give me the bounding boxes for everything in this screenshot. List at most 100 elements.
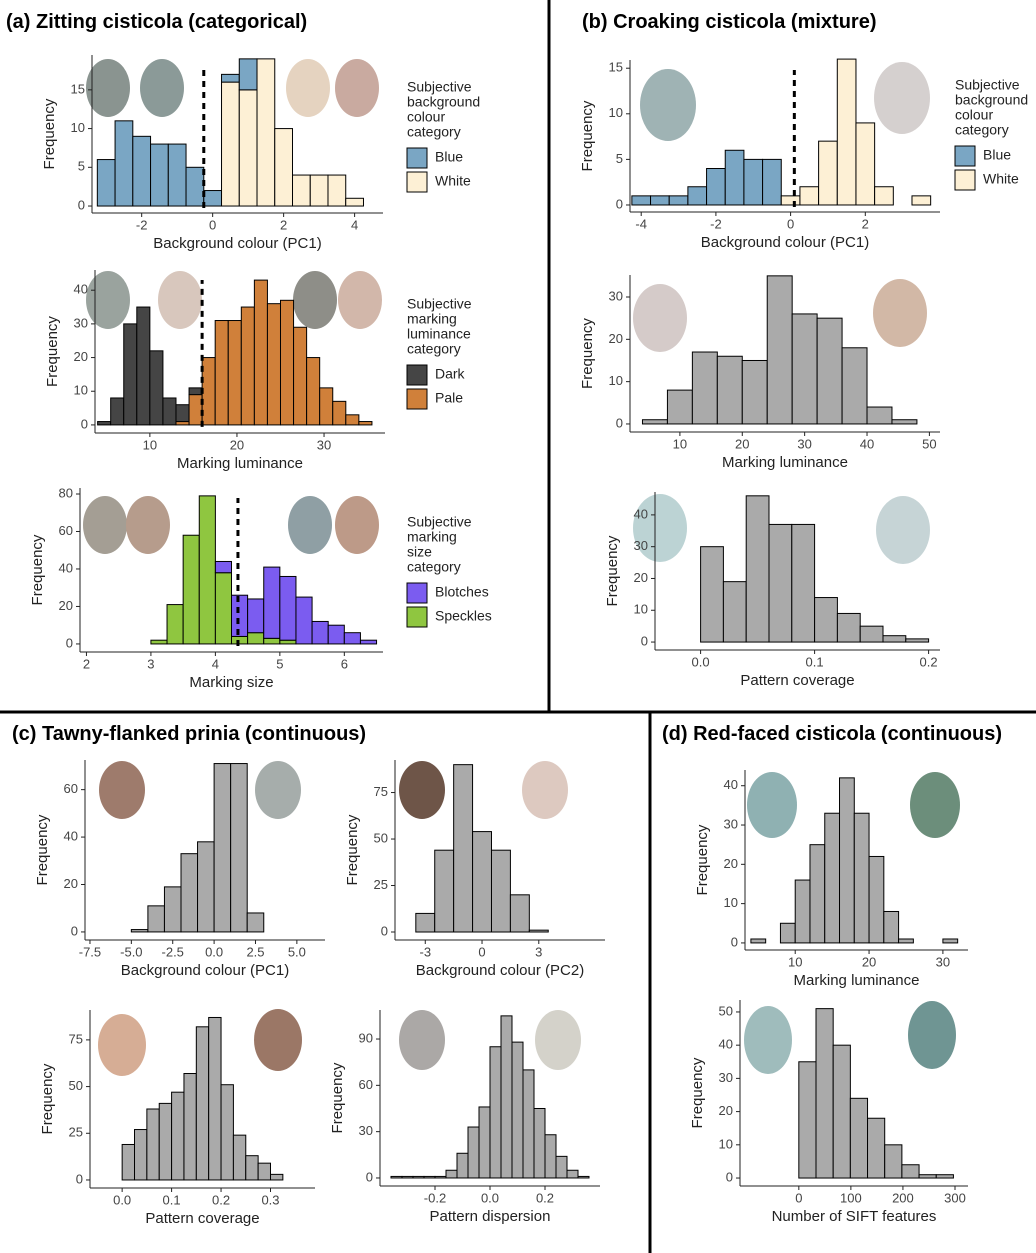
x-tick-label: 20 — [862, 954, 876, 969]
egg-photo — [399, 761, 445, 819]
y-tick-label: 20 — [609, 331, 623, 346]
bar — [529, 930, 548, 932]
bar — [902, 1165, 919, 1178]
bar — [837, 59, 856, 205]
legend-label: Speckles — [435, 608, 492, 624]
bar — [457, 1153, 468, 1178]
bar — [257, 59, 275, 206]
bar — [867, 407, 892, 424]
x-tick-label: 300 — [944, 1190, 966, 1205]
egg-photo — [744, 1006, 792, 1074]
bar — [833, 1045, 850, 1178]
bar — [215, 321, 228, 425]
y-tick-label: 10 — [74, 383, 88, 398]
legend-title: category — [407, 559, 461, 575]
figure: (a) Zitting cisticola (categorical) (b) … — [0, 0, 1036, 1253]
x-tick-label: -3 — [419, 944, 431, 959]
y-tick-label: 20 — [724, 856, 738, 871]
y-axis-label: Frequency — [579, 100, 596, 171]
y-axis-label: Frequency — [39, 1063, 56, 1134]
x-tick-label: 0.2 — [536, 1190, 554, 1205]
bar — [842, 348, 867, 424]
egg-photo — [126, 496, 170, 554]
y-tick-label: 5 — [616, 151, 623, 166]
y-tick-label: 0 — [366, 1169, 373, 1184]
y-tick-label: 0 — [641, 633, 648, 648]
bar — [717, 356, 742, 424]
bar — [884, 911, 899, 942]
x-tick-label: 2 — [83, 656, 90, 671]
x-tick-label: 30 — [936, 954, 950, 969]
egg-photo — [910, 772, 960, 838]
bar — [479, 1107, 490, 1178]
y-tick-label: 10 — [634, 602, 648, 617]
legend-title: background — [407, 94, 480, 110]
y-tick-label: 20 — [74, 349, 88, 364]
x-tick-label: -2 — [136, 217, 148, 232]
bar — [763, 159, 782, 205]
bar — [468, 1127, 479, 1178]
egg-photo — [86, 59, 130, 117]
bar — [310, 175, 328, 206]
bar — [264, 567, 280, 638]
egg-photo — [286, 59, 330, 117]
x-tick-label: 0.0 — [481, 1190, 499, 1205]
bar — [875, 187, 894, 205]
x-tick-label: 5.0 — [288, 944, 306, 959]
bar — [232, 595, 248, 636]
x-axis-label: Number of SIFT features — [772, 1208, 937, 1225]
x-tick-label: 0.3 — [261, 1192, 279, 1207]
legend-label: Pale — [435, 390, 463, 406]
y-tick-label: 10 — [71, 120, 85, 135]
y-axis-label: Frequency — [579, 318, 596, 389]
x-tick-label: 5 — [276, 656, 283, 671]
egg-photo — [874, 62, 930, 134]
legend-title: Subjective — [407, 514, 472, 530]
y-tick-label: 40 — [59, 560, 73, 575]
bar — [137, 307, 150, 425]
bar — [799, 1062, 816, 1178]
y-tick-label: 0 — [616, 415, 623, 430]
bar — [751, 939, 766, 943]
x-tick-label: 6 — [341, 656, 348, 671]
x-tick-label: 2.5 — [246, 944, 264, 959]
bar — [328, 175, 346, 206]
bar — [435, 1176, 446, 1178]
y-tick-label: 25 — [374, 877, 388, 892]
bar — [725, 150, 744, 205]
egg-photo — [98, 1014, 146, 1076]
bar — [919, 1175, 936, 1178]
bar — [124, 324, 137, 425]
y-tick-label: 0 — [78, 197, 85, 212]
bar — [186, 167, 204, 206]
bar — [642, 420, 667, 424]
bar — [115, 121, 133, 206]
x-tick-label: 30 — [797, 436, 811, 451]
x-tick-label: 30 — [317, 437, 331, 452]
panel-title: (a) Zitting cisticola (categorical) — [6, 11, 307, 33]
x-axis-label: Marking luminance — [177, 455, 303, 472]
y-tick-label: 0 — [726, 1169, 733, 1184]
y-tick-label: 90 — [359, 1030, 373, 1045]
y-tick-label: 0 — [731, 934, 738, 949]
bar — [97, 160, 115, 206]
y-axis-label: Frequency — [29, 534, 46, 605]
bar — [454, 765, 473, 932]
legend-swatch — [407, 607, 427, 627]
bar — [781, 196, 800, 205]
x-tick-label: 20 — [735, 436, 749, 451]
egg-photo — [908, 1001, 956, 1069]
egg-photo — [876, 496, 930, 564]
bar — [435, 850, 454, 932]
bar — [883, 636, 906, 642]
bar — [810, 845, 825, 943]
bar — [869, 856, 884, 942]
bar — [943, 939, 958, 943]
y-tick-label: 0 — [71, 923, 78, 938]
legend-swatch — [407, 365, 427, 385]
x-tick-label: 50 — [922, 436, 936, 451]
x-axis-label: Pattern coverage — [145, 1210, 259, 1227]
y-tick-label: 40 — [719, 1037, 733, 1052]
bar — [131, 930, 148, 932]
legend-label: Blotches — [435, 584, 489, 600]
